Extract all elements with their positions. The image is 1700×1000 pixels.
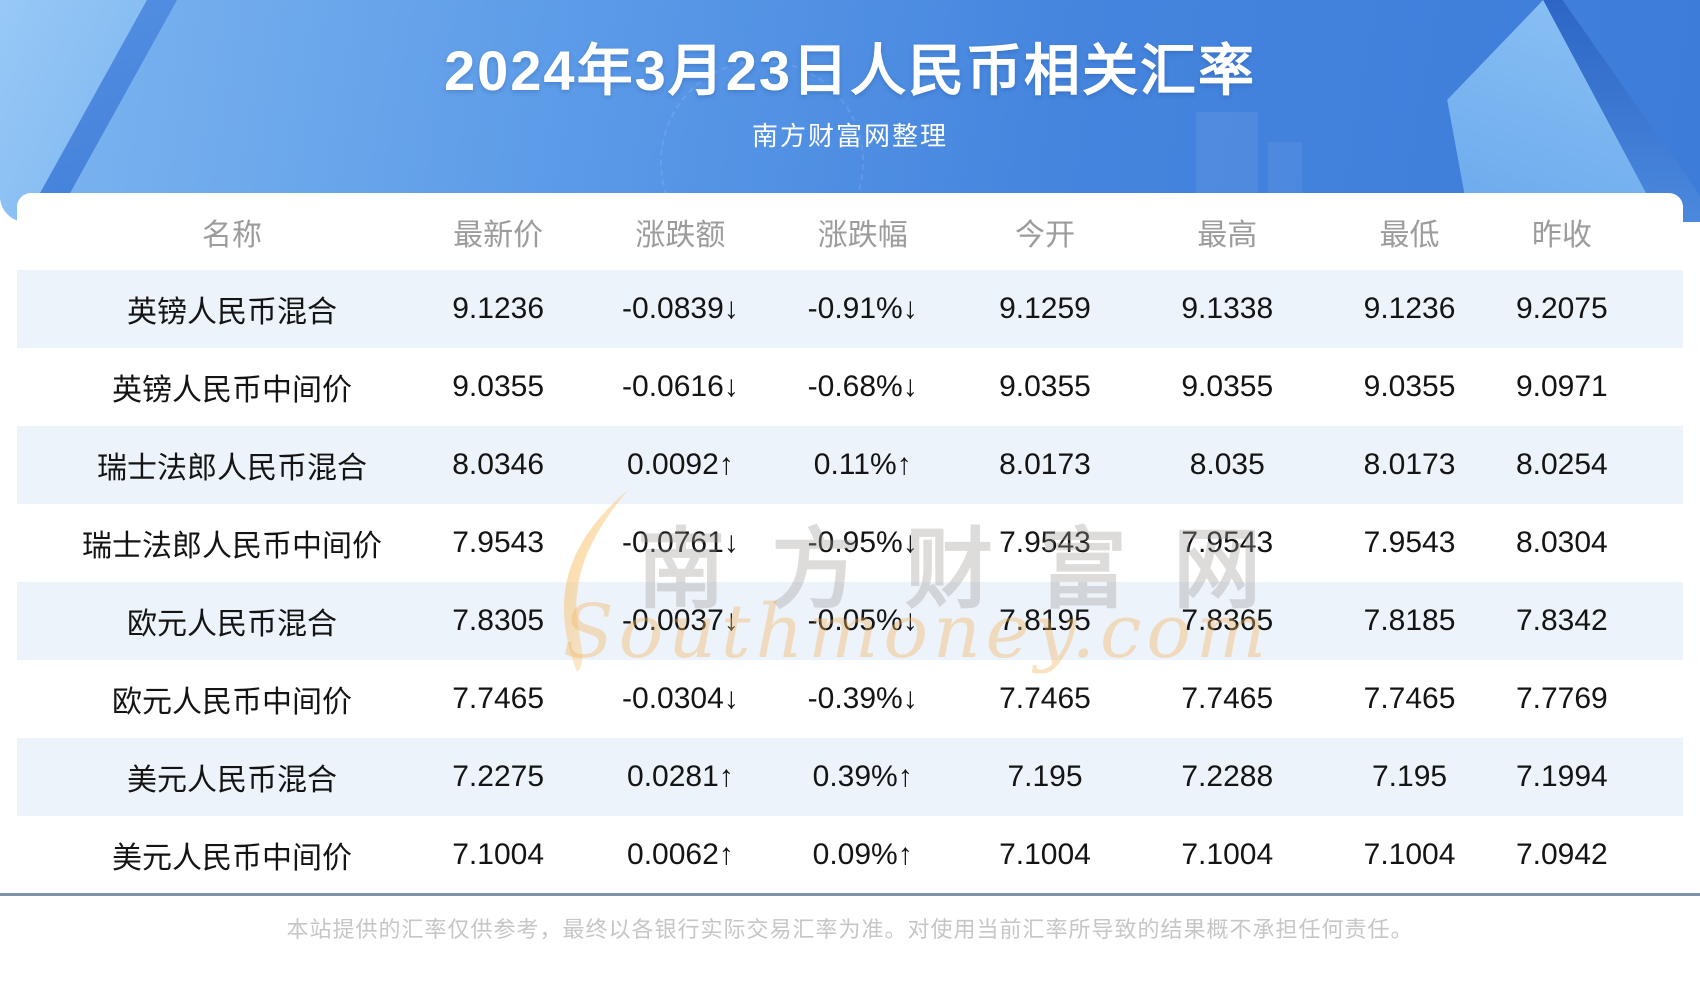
- cell-low: 7.7465: [1363, 682, 1456, 715]
- cell-latest: 7.2275: [407, 738, 590, 816]
- cell-open: 9.1259: [953, 270, 1137, 348]
- table-row: 欧元人民币中间价 7.7465 -0.0304↓ -0.39%↓ 7.7465 7.746…: [17, 660, 1683, 738]
- cell-name: 瑞士法郎人民币混合: [17, 426, 407, 504]
- cell-prev-close: 8.0254: [1500, 426, 1683, 504]
- cell-change: -0.0761↓: [622, 526, 739, 559]
- cell-high: 9.0355: [1181, 370, 1274, 403]
- banner-right-decor: [1380, 0, 1700, 222]
- cell-high: 7.7465: [1181, 682, 1274, 715]
- cell-prev-close: 9.2075: [1500, 270, 1683, 348]
- cell-high: 7.2288: [1136, 738, 1319, 816]
- cell-change-pct: -0.68%↓: [807, 370, 918, 403]
- cell-open: 7.8195: [953, 582, 1137, 660]
- cell-low: 7.9543: [1363, 526, 1456, 559]
- cell-low: 7.8185: [1318, 582, 1501, 660]
- cell-open: 7.9543: [999, 526, 1091, 559]
- rates-card: 名称 最新价 涨跌额 涨跌幅 今开 最高 最低 昨收 英镑人民币混合 9.1236 -0.0839…: [17, 193, 1683, 894]
- banner-left-decor: [0, 0, 300, 222]
- cell-name: 欧元人民币混合: [17, 582, 407, 660]
- cell-name: 美元人民币混合: [17, 738, 407, 816]
- rates-table-header: 名称 最新价 涨跌额 涨跌幅 今开 最高 最低 昨收: [17, 193, 1683, 270]
- cell-change-pct: 0.39%↑: [771, 738, 954, 816]
- column-header: 涨跌额: [635, 218, 726, 252]
- cell-prev-close: 9.0971: [1515, 370, 1608, 403]
- cell-latest: 9.1236: [407, 270, 590, 348]
- column-header: 最新价: [453, 218, 544, 252]
- cell-change: 0.0092↑: [589, 426, 772, 504]
- cell-open: 7.1004: [999, 838, 1091, 871]
- column-header: 今开: [1014, 218, 1075, 252]
- cell-latest: 7.9543: [452, 526, 545, 559]
- cell-open: 7.7465: [999, 682, 1091, 715]
- cell-open: 8.0173: [953, 426, 1137, 504]
- column-header: 名称: [202, 218, 262, 252]
- cell-name: 美元人民币中间价: [112, 842, 352, 875]
- page-title: 2024年3月23日人民币相关汇率: [443, 39, 1256, 102]
- column-header: 涨跌幅: [817, 218, 908, 252]
- page-subtitle: 南方财富网整理: [751, 121, 948, 151]
- cell-change-pct: -0.05%↓: [771, 582, 954, 660]
- cell-latest: 7.8305: [407, 582, 590, 660]
- header-banner: 2024年3月23日人民币相关汇率 南方财富网整理: [0, 0, 1700, 222]
- cell-name: 瑞士法郎人民币中间价: [82, 530, 382, 563]
- column-header: 昨收: [1531, 218, 1592, 252]
- cell-change: 0.0281↑: [589, 738, 772, 816]
- cell-change: -0.0304↓: [622, 682, 739, 715]
- cell-prev-close: 7.8342: [1500, 582, 1683, 660]
- rates-table: 名称 最新价 涨跌额 涨跌幅 今开 最高 最低 昨收 英镑人民币混合 9.1236 -0.0839…: [17, 193, 1683, 894]
- cell-high: 7.8365: [1136, 582, 1319, 660]
- table-row: 欧元人民币混合 7.8305 -0.0037↓ -0.05%↓ 7.8195 7.8365…: [17, 582, 1683, 660]
- cell-name: 英镑人民币中间价: [112, 374, 352, 407]
- cell-low: 9.0355: [1363, 370, 1456, 403]
- table-row: 英镑人民币中间价 9.0355 -0.0616↓ -0.68%↓ 9.0355 9.035…: [17, 348, 1683, 426]
- cell-change-pct: -0.39%↓: [807, 682, 918, 715]
- footer-divider: [0, 893, 1700, 896]
- cell-open: 7.195: [953, 738, 1137, 816]
- cell-change: -0.0037↓: [589, 582, 772, 660]
- cell-change-pct: -0.91%↓: [771, 270, 954, 348]
- table-row: 瑞士法郎人民币中间价 7.9543 -0.0761↓ -0.95%↓ 7.9543 7.9…: [17, 504, 1683, 582]
- cell-latest: 7.1004: [452, 838, 545, 871]
- cell-prev-close: 7.1994: [1500, 738, 1683, 816]
- cell-change-pct: 0.11%↑: [771, 426, 954, 504]
- cell-low: 8.0173: [1318, 426, 1501, 504]
- cell-latest: 7.7465: [452, 682, 545, 715]
- cell-change-pct: 0.09%↑: [812, 838, 913, 871]
- cell-prev-close: 7.0942: [1515, 838, 1608, 871]
- cell-latest: 9.0355: [452, 370, 545, 403]
- table-row: 美元人民币中间价 7.1004 0.0062↑ 0.09%↑ 7.1004 7.1004 7…: [17, 816, 1683, 894]
- cell-low: 7.195: [1318, 738, 1501, 816]
- cell-latest: 8.0346: [407, 426, 590, 504]
- table-row: 瑞士法郎人民币混合 8.0346 0.0092↑ 0.11%↑ 8.0173 8.035 8…: [17, 426, 1683, 504]
- cell-high: 7.9543: [1181, 526, 1274, 559]
- cell-high: 7.1004: [1181, 838, 1274, 871]
- cell-high: 9.1338: [1136, 270, 1319, 348]
- disclaimer-text: 本站提供的汇率仅供参考，最终以各银行实际交易汇率为准。对使用当前汇率所导致的结果…: [286, 917, 1414, 942]
- table-row: 英镑人民币混合 9.1236 -0.0839↓ -0.91%↓ 9.1259 9.1338…: [17, 270, 1683, 348]
- column-header: 最低: [1379, 218, 1440, 252]
- cell-open: 9.0355: [999, 370, 1091, 403]
- cell-change: 0.0062↑: [627, 838, 734, 871]
- cell-low: 7.1004: [1363, 838, 1456, 871]
- cell-name: 欧元人民币中间价: [112, 686, 352, 719]
- cell-change: -0.0839↓: [589, 270, 772, 348]
- cell-name: 英镑人民币混合: [17, 270, 407, 348]
- table-row: 美元人民币混合 7.2275 0.0281↑ 0.39%↑ 7.195 7.2288 7.1…: [17, 738, 1683, 816]
- column-header: 最高: [1197, 218, 1258, 252]
- cell-change-pct: -0.95%↓: [807, 526, 918, 559]
- cell-low: 9.1236: [1318, 270, 1501, 348]
- cell-high: 8.035: [1136, 426, 1319, 504]
- cell-change: -0.0616↓: [622, 370, 739, 403]
- cell-prev-close: 7.7769: [1515, 682, 1608, 715]
- cell-prev-close: 8.0304: [1515, 526, 1608, 559]
